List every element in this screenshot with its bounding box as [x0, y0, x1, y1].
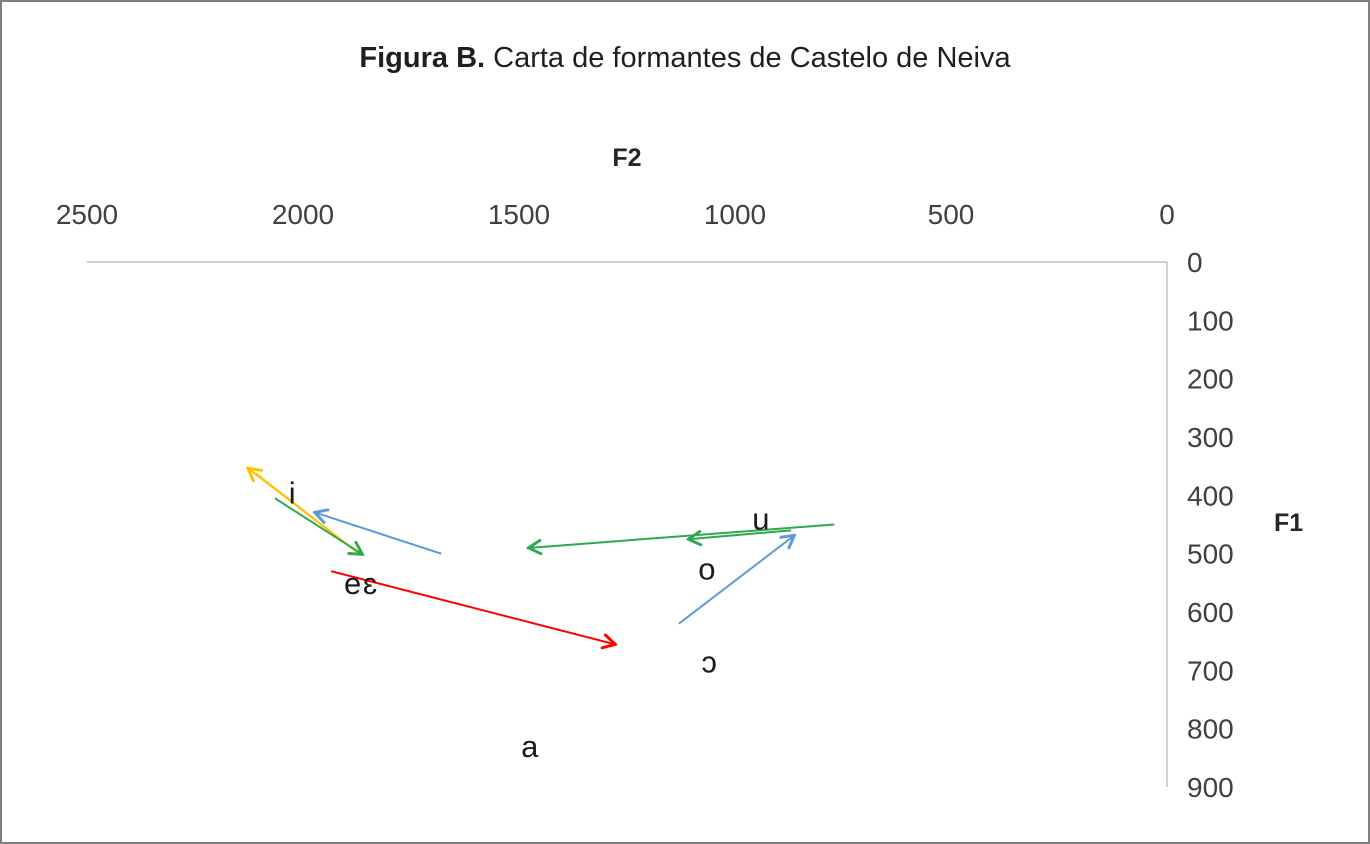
x-tick-label: 500 [928, 199, 975, 230]
x-axis-label-f2: F2 [612, 144, 642, 172]
figure-title-rest: Carta de formantes de Castelo de Neiva [493, 42, 1011, 74]
x-tick-label: 0 [1159, 199, 1175, 230]
shift-arrow-red-shift-e-to-a [330, 570, 614, 644]
y-tick-label: 0 [1187, 247, 1203, 278]
y-tick-label: 800 [1187, 714, 1234, 745]
x-tick-label: 2500 [56, 199, 118, 230]
y-tick-label: 600 [1187, 597, 1234, 628]
vowel-label-u: u [752, 502, 769, 537]
vowel-label-i: i [289, 475, 296, 510]
y-tick-label: 500 [1187, 539, 1234, 570]
y-tick-label: 900 [1187, 772, 1234, 803]
shift-arrow-blue-shift-o-to-u [678, 536, 793, 625]
vowel-label-ɔ: ɔ [701, 645, 717, 680]
vowel-label-e: e [344, 566, 361, 601]
shift-arrow-orange-shift-return [254, 472, 354, 550]
vowel-label-o: o [698, 551, 715, 586]
y-tick-label: 700 [1187, 655, 1234, 686]
vowel-label-ɛ: ɛ [363, 566, 377, 601]
figure-title: Figura B. Carta de formantes de Castelo … [2, 42, 1368, 75]
y-axis-label-f1: F1 [1274, 509, 1304, 537]
vowel-label-a: a [521, 729, 539, 764]
shift-arrow-green-shift-u-short [690, 529, 792, 539]
y-tick-label: 300 [1187, 422, 1234, 453]
shift-arrow-green-shift-u-long [530, 523, 835, 548]
x-tick-label: 2000 [272, 199, 334, 230]
figure-title-bold: Figura B. [359, 42, 486, 74]
shift-arrow-green-shift-i-to-e [274, 497, 361, 553]
y-tick-label: 100 [1187, 305, 1234, 336]
x-tick-label: 1500 [488, 199, 550, 230]
shift-arrow-blue-shift-to-i [316, 513, 442, 555]
y-tick-label: 200 [1187, 364, 1234, 395]
y-tick-label: 400 [1187, 480, 1234, 511]
x-tick-label: 1000 [704, 199, 766, 230]
